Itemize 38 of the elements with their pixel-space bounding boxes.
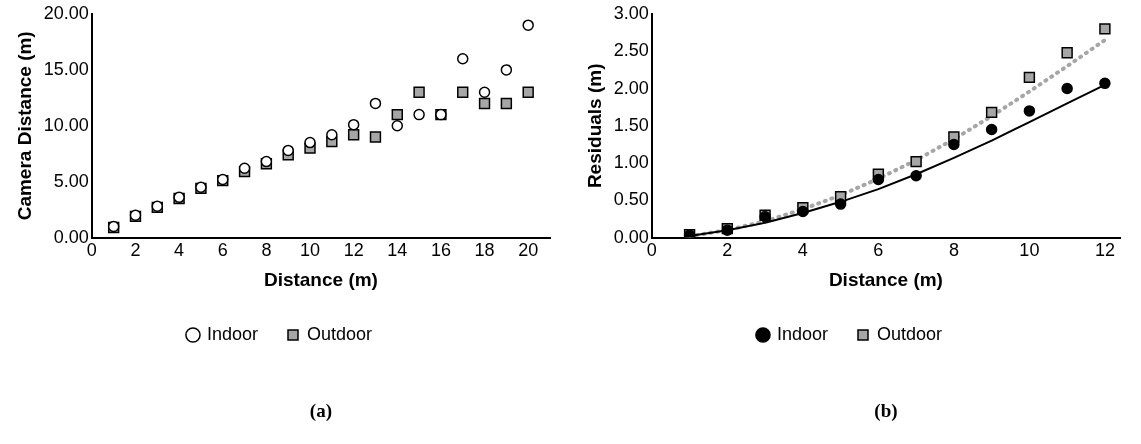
text: (b) xyxy=(874,399,898,422)
text: (a) xyxy=(309,399,332,422)
legend-label: Outdoor xyxy=(877,323,943,344)
y-tick-label: 20.00 xyxy=(43,2,89,23)
x-tick-label: 4 xyxy=(174,240,185,261)
y-tick-label: 5.00 xyxy=(53,170,89,191)
legend-label: Indoor xyxy=(206,323,259,344)
x-axis-title: Distance (m) xyxy=(263,268,378,290)
y-axis-title: Residuals (m) xyxy=(583,63,605,189)
x-tick-label: 18 xyxy=(474,240,495,261)
x-tick-label: 14 xyxy=(387,240,408,261)
y-tick-label: 0.00 xyxy=(53,226,89,247)
x-tick-label: 2 xyxy=(130,240,141,261)
y-tick-label: 1.50 xyxy=(613,114,649,135)
x-tick-label: 20 xyxy=(518,240,539,261)
legend-label: Outdoor xyxy=(307,323,373,344)
y-tick-label: 0.50 xyxy=(613,189,649,210)
x-tick-label: 12 xyxy=(343,240,364,261)
x-tick-label: 12 xyxy=(1094,240,1115,261)
y-tick-label: 2.50 xyxy=(613,40,649,61)
x-tick-label: 10 xyxy=(1019,240,1040,261)
y-tick-label: 2.00 xyxy=(613,77,649,98)
y-tick-label: 3.00 xyxy=(613,2,649,23)
x-tick-label: 2 xyxy=(722,240,733,261)
y-tick-label: 10.00 xyxy=(43,114,89,135)
x-tick-label: 4 xyxy=(797,240,808,261)
y-tick-label: 15.00 xyxy=(43,58,89,79)
x-tick-label: 8 xyxy=(261,240,272,261)
y-tick-label: 1.00 xyxy=(613,152,649,173)
y-tick-label: 0.00 xyxy=(613,226,649,247)
x-tick-label: 10 xyxy=(300,240,321,261)
legend-label: Indoor xyxy=(776,323,829,344)
y-axis-title: Camera Distance (m) xyxy=(13,31,35,221)
x-tick-label: 6 xyxy=(873,240,884,261)
x-tick-label: 8 xyxy=(948,240,959,261)
x-tick-label: 16 xyxy=(430,240,451,261)
x-tick-label: 6 xyxy=(217,240,228,261)
x-axis-title: Distance (m) xyxy=(828,268,943,290)
